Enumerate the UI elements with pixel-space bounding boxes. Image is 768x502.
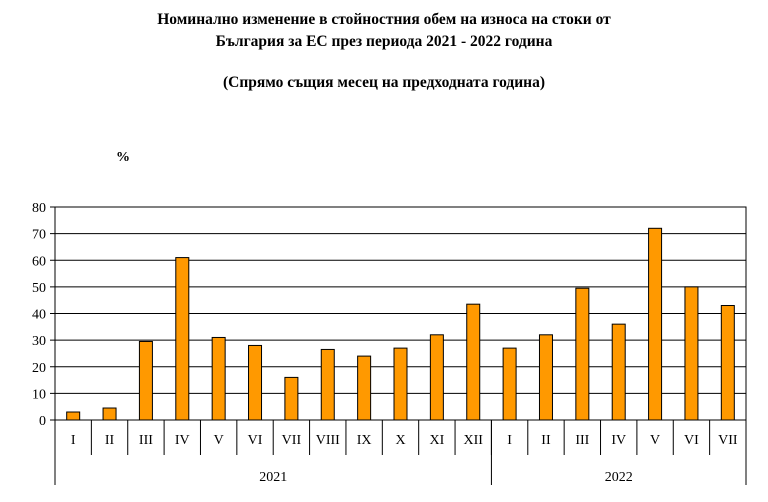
bar-3 bbox=[138, 340, 153, 421]
chart-title-line2: България за ЕС през периода 2021 - 2022 … bbox=[215, 33, 553, 50]
bar-1 bbox=[66, 411, 81, 421]
x-tick-label-16: IV bbox=[611, 433, 626, 448]
bar-9 bbox=[357, 355, 372, 421]
x-tick-label-15: III bbox=[575, 433, 589, 448]
bar-2 bbox=[102, 407, 117, 421]
x-tick-label-12: XII bbox=[464, 433, 484, 448]
x-tick-label-17: V bbox=[650, 433, 660, 448]
x-tick-label-9: IX bbox=[357, 433, 372, 448]
y-tick-label-0: 0 bbox=[39, 414, 46, 429]
x-tick-label-14: II bbox=[541, 433, 551, 448]
bar-17 bbox=[648, 227, 663, 421]
bar-15 bbox=[575, 287, 590, 421]
x-tick-label-18: VI bbox=[684, 433, 699, 448]
y-tick-label-60: 60 bbox=[32, 254, 46, 269]
x-tick-label-10: X bbox=[395, 433, 405, 448]
y-tick-label-70: 70 bbox=[32, 228, 46, 243]
x-tick-label-5: V bbox=[214, 433, 224, 448]
bar-12 bbox=[466, 303, 481, 421]
y-tick-label-80: 80 bbox=[32, 201, 46, 216]
group-label-2022: 2022 bbox=[605, 470, 633, 485]
x-tick-label-13: I bbox=[507, 433, 512, 448]
x-tick-label-7: VII bbox=[282, 433, 302, 448]
chart-title-line1: Номинално изменение в стойностния обем н… bbox=[157, 11, 611, 28]
bar-8 bbox=[320, 348, 335, 421]
bar-6 bbox=[248, 344, 263, 421]
chart-subtitle: (Спрямо същия месец на предходната годин… bbox=[222, 74, 546, 91]
bar-7 bbox=[284, 376, 299, 421]
x-tick-label-3: III bbox=[139, 433, 153, 448]
y-tick-label-40: 40 bbox=[32, 308, 46, 323]
bar-14 bbox=[538, 334, 553, 421]
x-tick-label-6: VI bbox=[248, 433, 263, 448]
x-tick-label-8: VIII bbox=[316, 433, 340, 448]
y-tick-label-50: 50 bbox=[32, 281, 46, 296]
x-tick-label-19: VII bbox=[718, 433, 738, 448]
x-tick-label-11: XI bbox=[429, 433, 444, 448]
y-axis-unit-label: % bbox=[116, 150, 130, 165]
bar-11 bbox=[429, 334, 444, 421]
bar-10 bbox=[393, 347, 408, 421]
bar-19 bbox=[720, 305, 735, 421]
group-label-2021: 2021 bbox=[259, 470, 287, 485]
y-tick-label-10: 10 bbox=[32, 387, 46, 402]
bar-13 bbox=[502, 347, 517, 421]
bar-5 bbox=[211, 336, 226, 421]
bar-18 bbox=[684, 286, 699, 421]
y-tick-label-20: 20 bbox=[32, 361, 46, 376]
x-tick-label-1: I bbox=[71, 433, 76, 448]
x-tick-label-2: II bbox=[105, 433, 115, 448]
bar-16 bbox=[611, 323, 626, 421]
bar-4 bbox=[175, 257, 190, 421]
x-tick-label-4: IV bbox=[175, 433, 190, 448]
y-tick-label-30: 30 bbox=[32, 334, 46, 349]
